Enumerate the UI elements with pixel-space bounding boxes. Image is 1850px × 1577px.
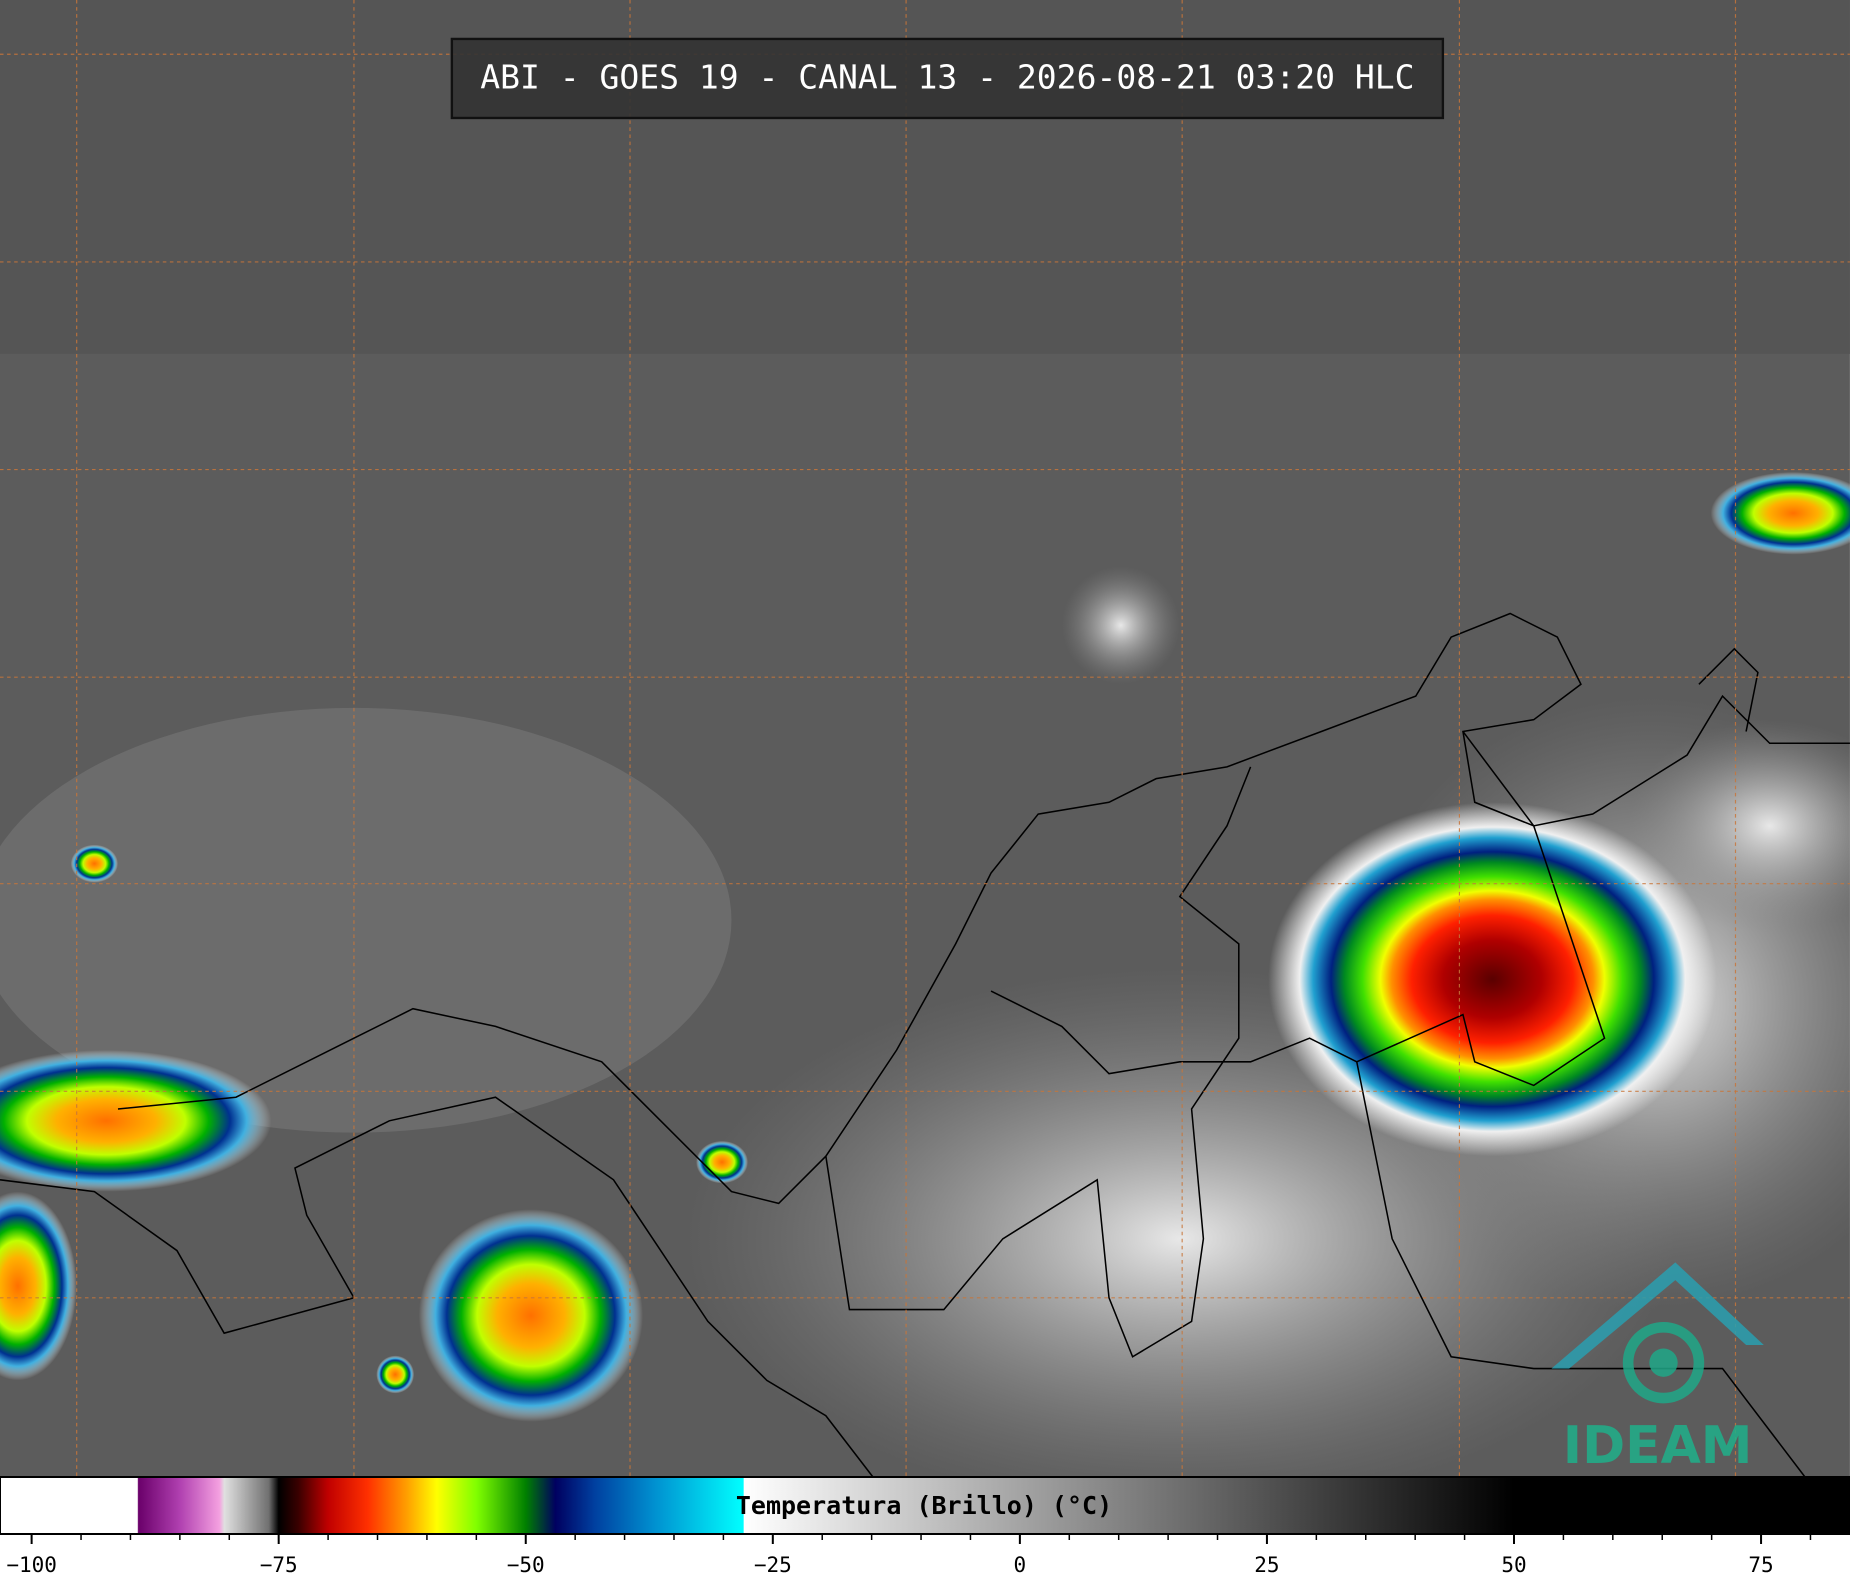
colorbar-tick-label: 75 <box>1748 1553 1773 1577</box>
colorbar: Temperatura (Brillo) (°C) −100 −75 −50 −25 0… <box>0 1476 1850 1577</box>
convective-cell <box>696 1140 748 1184</box>
land-clouds <box>1628 719 1850 933</box>
logo-eye <box>1649 1348 1678 1377</box>
colorbar-tick-label: −100 <box>6 1553 57 1577</box>
logo-swirl <box>1622 1321 1705 1404</box>
colorbar-tick-label: −50 <box>507 1553 545 1577</box>
border <box>990 990 1358 1075</box>
ideam-logo: IDEAM <box>1551 1262 1764 1476</box>
colorbar-tick-label: 50 <box>1501 1553 1526 1577</box>
colorbar-tick-label: −25 <box>754 1553 792 1577</box>
convective-cell <box>0 1050 272 1192</box>
coastline <box>0 1096 874 1478</box>
convective-storm <box>1268 802 1717 1157</box>
colorbar-fill <box>0 1476 1850 1535</box>
colorbar-tick-label: −75 <box>260 1553 298 1577</box>
coastline <box>117 612 1850 1205</box>
graticule <box>0 0 1850 1478</box>
colorbar-tick-label: 25 <box>1254 1553 1279 1577</box>
logo-mountain <box>1551 1262 1764 1369</box>
convective-cell <box>418 1209 643 1422</box>
convective-cell <box>1710 471 1850 555</box>
title-box <box>450 37 1445 120</box>
coastline <box>1698 647 1759 732</box>
haze <box>0 707 732 1133</box>
meridians <box>76 0 1737 1478</box>
cloud <box>1061 566 1180 685</box>
convective-cell <box>376 1355 415 1394</box>
colorbar-label: Temperatura (Brillo) (°C) <box>736 1491 1112 1520</box>
convective-cell <box>70 844 118 883</box>
logo-text: IDEAM <box>1563 1416 1753 1476</box>
map: IDEAM ABI - GOES 19 - CANAL 13 - 2026-08… <box>0 0 1850 1511</box>
colorbar-tick-label: 0 <box>1014 1553 1027 1577</box>
border <box>825 766 1252 1358</box>
convective-cell <box>0 1191 77 1381</box>
title: ABI - GOES 19 - CANAL 13 - 2026-08-21 03… <box>480 58 1414 97</box>
